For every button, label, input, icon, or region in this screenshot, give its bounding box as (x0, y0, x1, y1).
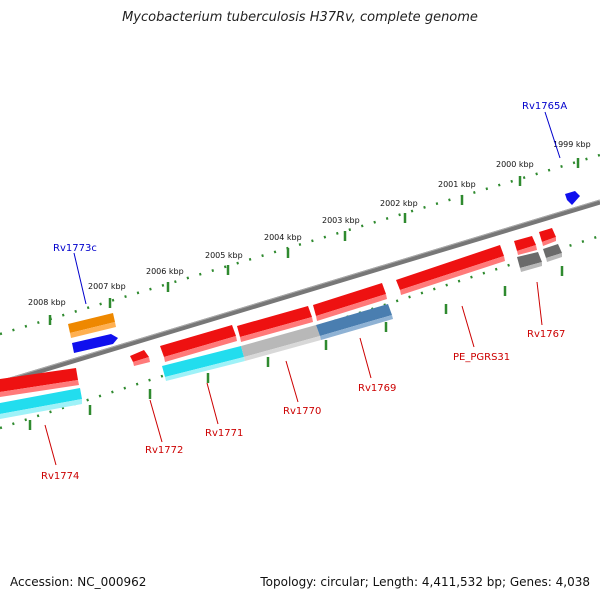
gene-label[interactable]: Rv1765A (522, 101, 567, 112)
gene-rv1772[interactable] (130, 350, 150, 366)
accession-text: Accession: NC_000962 (10, 575, 147, 589)
scale-label: 2001 kbp (438, 180, 476, 189)
leader-rv1771 (206, 382, 219, 425)
major-ticks (28, 158, 580, 430)
leader-rv1769 (359, 337, 372, 379)
leader-pe-pgrs31 (461, 305, 475, 348)
gene-label[interactable]: PE_PGRS31 (453, 352, 510, 363)
leader-rv1773c (73, 252, 87, 305)
outer-tick-track (0, 153, 600, 336)
gene-rv1773c-orange[interactable] (68, 313, 116, 338)
scale-label: 2008 kbp (28, 298, 66, 307)
gene-pe-pgrs31[interactable] (396, 245, 505, 295)
gene-rv1774[interactable] (0, 368, 82, 419)
gene-rv1765a[interactable] (565, 191, 580, 205)
genome-backbone-highlight (0, 199, 600, 382)
leader-rv1772 (149, 399, 163, 443)
scale-label: 2002 kbp (380, 199, 418, 208)
leader-rv1765a (544, 111, 561, 159)
scale-label: 2007 kbp (88, 282, 126, 291)
leader-rv1774 (44, 424, 57, 466)
gene-label[interactable]: Rv1769 (358, 383, 396, 394)
genome-backbone (0, 199, 600, 386)
gene-rv1771[interactable] (160, 325, 245, 381)
gene-label[interactable]: Rv1771 (205, 428, 243, 439)
map-title: Mycobacterium tuberculosis H37Rv, comple… (122, 10, 478, 25)
leader-rv1770 (285, 360, 299, 403)
gene-rv1767-a[interactable] (514, 236, 542, 272)
scale-labels: 2008 kbp 2007 kbp 2006 kbp 2005 kbp 2004 kbp… (28, 140, 591, 307)
gene-labels: Rv1773c Rv1765A Rv1774 Rv1772 Rv1771 Rv1770 Rv… (41, 101, 567, 482)
scale-label: 2000 kbp (496, 160, 534, 169)
gene-rv1773c[interactable] (72, 334, 118, 353)
genome-summary-text: Topology: circular; Length: 4,411,532 bp… (260, 575, 590, 589)
leader-rv1767 (536, 281, 543, 326)
scale-label: 2005 kbp (205, 251, 243, 260)
gene-label[interactable]: Rv1772 (145, 445, 183, 456)
gene-label[interactable]: Rv1767 (527, 329, 565, 340)
gene-rv1769[interactable] (313, 283, 393, 340)
gene-rv1770[interactable] (237, 306, 321, 361)
scale-label: 2006 kbp (146, 267, 184, 276)
inner-tick-track (0, 234, 600, 430)
scale-label: 2003 kbp (322, 216, 360, 225)
scale-label: 1999 kbp (553, 140, 591, 149)
gene-label[interactable]: Rv1773c (53, 243, 97, 254)
scale-label: 2004 kbp (264, 233, 302, 242)
gene-label[interactable]: Rv1770 (283, 406, 321, 417)
gene-label[interactable]: Rv1774 (41, 471, 79, 482)
gene-rv1767-b[interactable] (539, 228, 562, 262)
leader-lines (44, 111, 561, 466)
